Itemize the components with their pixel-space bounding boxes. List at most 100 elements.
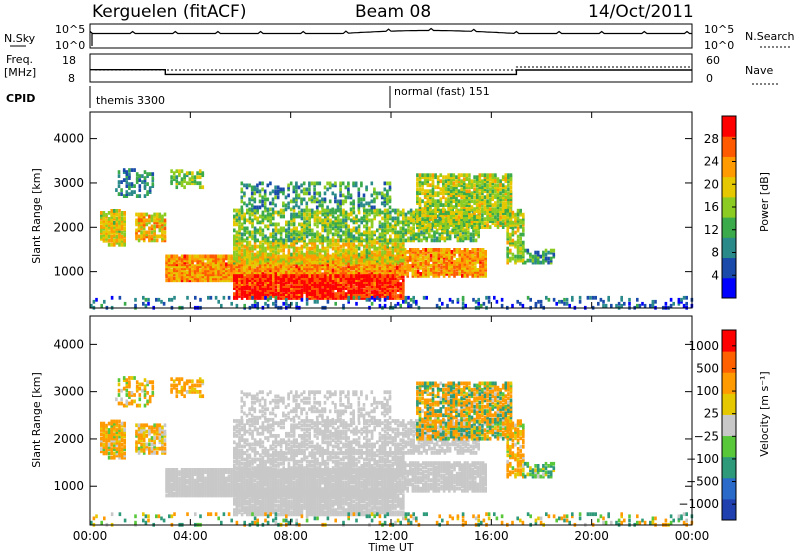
power-cell bbox=[399, 246, 402, 251]
power-cell bbox=[233, 286, 236, 290]
power-cell bbox=[253, 185, 257, 190]
power-cell bbox=[448, 234, 452, 239]
power-cell bbox=[193, 272, 197, 277]
power-cell bbox=[469, 236, 473, 241]
power-cell bbox=[394, 256, 397, 261]
power-cell bbox=[105, 236, 108, 241]
power-cell bbox=[279, 236, 283, 241]
power-cell bbox=[329, 264, 332, 269]
power-cell bbox=[389, 236, 392, 241]
power-cell bbox=[422, 228, 426, 233]
power-cell bbox=[370, 256, 374, 261]
power-cell bbox=[339, 207, 342, 212]
power-cell bbox=[235, 270, 238, 275]
power-cell bbox=[488, 207, 492, 211]
power-cell bbox=[447, 179, 450, 184]
power-cell bbox=[439, 211, 443, 215]
power-cell bbox=[235, 218, 239, 223]
power-cell bbox=[243, 280, 246, 284]
power-cell bbox=[429, 189, 432, 194]
power-cell bbox=[368, 212, 371, 217]
power-cell bbox=[457, 179, 461, 184]
power-cell bbox=[173, 270, 176, 275]
power-cell bbox=[233, 220, 236, 225]
power-cell bbox=[488, 189, 492, 194]
power-cell bbox=[240, 270, 244, 275]
power-cell bbox=[287, 220, 291, 225]
power-cell bbox=[431, 179, 435, 184]
power-cell bbox=[337, 284, 340, 288]
power-cell bbox=[334, 280, 337, 284]
power-cell bbox=[468, 262, 472, 266]
power-cell bbox=[394, 268, 397, 273]
power-cell bbox=[381, 294, 384, 298]
power-cell bbox=[501, 195, 505, 200]
power-cell bbox=[175, 262, 179, 267]
power-cell bbox=[329, 242, 332, 247]
power-cell bbox=[434, 217, 437, 221]
power-cell bbox=[478, 217, 482, 221]
power-cell bbox=[391, 216, 395, 221]
freq-label-line1: Freq. bbox=[6, 53, 33, 66]
power-cell bbox=[486, 177, 489, 182]
power-cell bbox=[261, 203, 264, 208]
power-cell bbox=[402, 284, 405, 288]
power-cell bbox=[240, 286, 244, 290]
power-cell bbox=[269, 290, 272, 294]
power-cell bbox=[435, 264, 438, 268]
power-cell bbox=[305, 205, 309, 210]
power-cell bbox=[463, 258, 467, 262]
power-cell bbox=[261, 268, 264, 273]
power-cell bbox=[298, 236, 301, 241]
power-cell bbox=[292, 220, 296, 225]
power-cell bbox=[440, 270, 443, 274]
power-cell bbox=[175, 254, 179, 259]
power-cell bbox=[427, 272, 430, 276]
power-cell bbox=[334, 222, 337, 227]
power-cell bbox=[193, 276, 197, 281]
power-cell bbox=[416, 258, 420, 262]
power-cell bbox=[297, 266, 301, 271]
power-cell bbox=[150, 238, 154, 243]
power-cell bbox=[240, 252, 244, 257]
power-cell bbox=[250, 195, 254, 200]
power-cell bbox=[381, 250, 384, 255]
power-cell bbox=[473, 215, 476, 219]
power-cell bbox=[453, 248, 456, 252]
power-cell bbox=[274, 250, 278, 255]
power-cell bbox=[150, 216, 154, 221]
power-cell bbox=[271, 264, 275, 269]
power-cell bbox=[376, 228, 379, 233]
power-cell bbox=[153, 214, 156, 219]
power-cell bbox=[396, 268, 399, 272]
power-cell bbox=[483, 225, 487, 229]
power-cell bbox=[148, 172, 152, 176]
power-cell bbox=[295, 260, 298, 265]
power-cell bbox=[437, 268, 441, 272]
power-cell bbox=[316, 274, 319, 278]
power-cell bbox=[292, 274, 296, 278]
power-cell bbox=[318, 294, 322, 298]
power-cell bbox=[305, 266, 309, 271]
power-cell bbox=[193, 266, 197, 271]
power-cell bbox=[323, 270, 327, 275]
power-cell bbox=[318, 193, 322, 198]
power-cell bbox=[253, 284, 257, 288]
power-cell bbox=[389, 222, 392, 227]
power-cell bbox=[282, 266, 285, 271]
power-cell bbox=[324, 286, 327, 290]
power-cell bbox=[272, 254, 275, 259]
power-cell bbox=[161, 216, 164, 221]
power-cell bbox=[481, 258, 485, 262]
power-cell bbox=[318, 252, 322, 257]
power-cell bbox=[334, 242, 337, 247]
power-cell bbox=[494, 201, 497, 205]
power-cell bbox=[334, 296, 337, 300]
power-cell bbox=[173, 256, 176, 261]
power-cell bbox=[409, 208, 413, 213]
power-cell bbox=[102, 234, 106, 239]
power-cell bbox=[232, 264, 236, 269]
power-cell bbox=[350, 236, 353, 241]
power-cell bbox=[339, 222, 343, 227]
power-cell bbox=[394, 240, 397, 245]
